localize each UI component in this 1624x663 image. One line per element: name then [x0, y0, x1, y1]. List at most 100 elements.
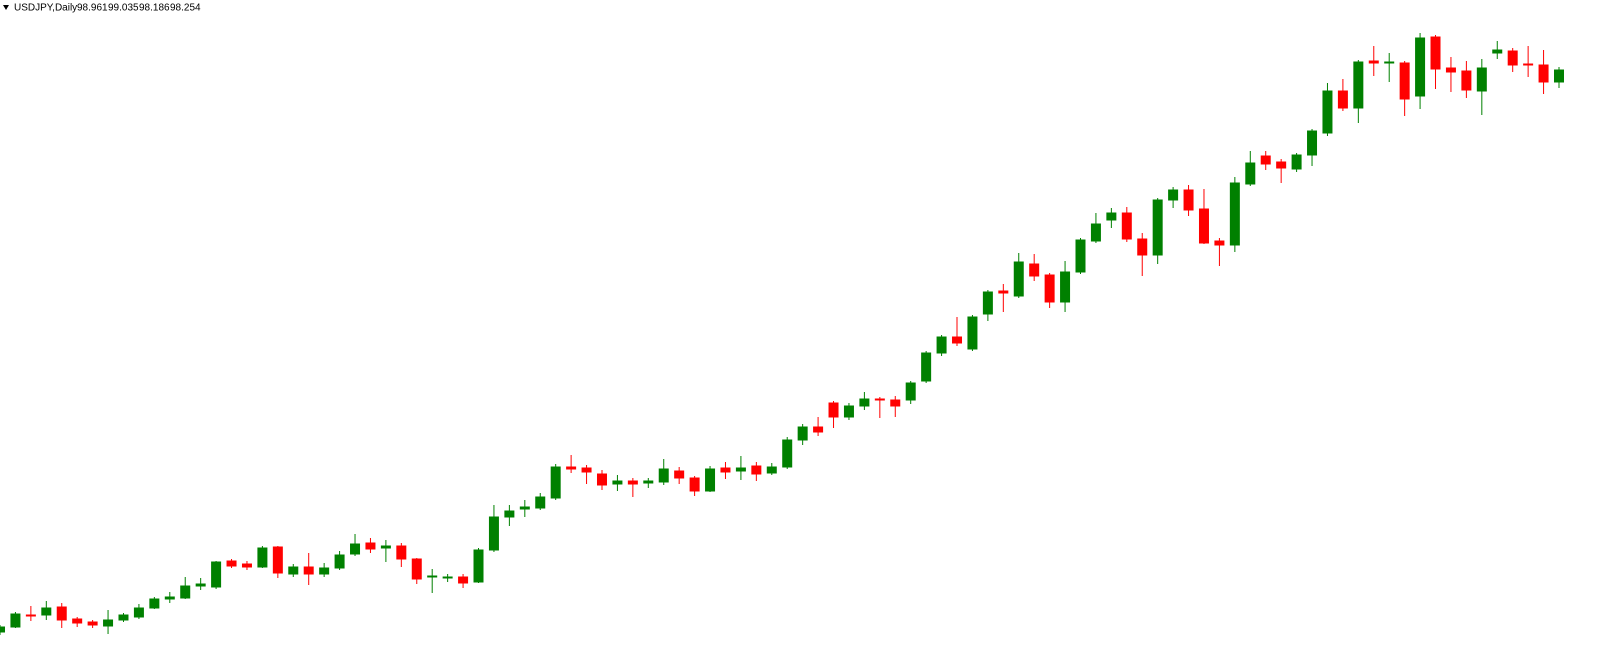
- candle-body: [874, 398, 885, 401]
- candle-body: [1137, 238, 1148, 256]
- candle-body: [859, 398, 870, 407]
- candle-body: [921, 352, 932, 382]
- header-close: 98.254: [170, 3, 201, 14]
- candle-body: [1106, 212, 1117, 221]
- candle-body: [828, 402, 839, 418]
- candle-body: [41, 607, 52, 616]
- candle-body: [1276, 161, 1287, 169]
- candle-body: [0, 626, 5, 633]
- candle-body: [427, 575, 438, 578]
- candle-body: [1368, 60, 1379, 64]
- candle-body: [643, 480, 654, 484]
- candle-body: [1384, 61, 1395, 64]
- header-low: 98.186: [139, 3, 170, 14]
- candle-body: [350, 543, 361, 555]
- candle-body: [967, 316, 978, 350]
- candle-body: [1476, 67, 1487, 92]
- candle-body: [1245, 162, 1256, 185]
- candle-body: [766, 466, 777, 474]
- candle-body: [627, 480, 638, 485]
- candle-body: [334, 554, 345, 569]
- candle-body: [1060, 271, 1071, 303]
- candle-body: [936, 336, 947, 354]
- candle-body: [519, 506, 530, 510]
- candle-body: [1121, 212, 1132, 240]
- candle-body: [365, 542, 376, 550]
- candle-body: [566, 466, 577, 470]
- candle-body: [998, 290, 1009, 294]
- chart-title: USDJPY,Daily: [14, 3, 77, 14]
- candle-body: [56, 606, 67, 621]
- candle-body: [905, 382, 916, 401]
- menu-arrow[interactable]: [3, 5, 9, 10]
- candle-body: [952, 336, 963, 344]
- candle-body: [473, 549, 484, 583]
- header-high: 99.035: [108, 3, 139, 14]
- candle-body: [241, 563, 252, 568]
- candle-body: [1168, 189, 1179, 201]
- candle-body: [1307, 130, 1318, 156]
- candle-body: [211, 561, 222, 588]
- candle-body: [319, 567, 330, 575]
- candle-body: [1260, 155, 1271, 165]
- candle-body: [396, 545, 407, 560]
- candle-body: [1445, 67, 1456, 73]
- candle-body: [442, 576, 453, 579]
- candle-body: [103, 619, 114, 627]
- candle-body: [72, 618, 83, 624]
- candle-body: [1029, 263, 1040, 277]
- candle-body: [1291, 154, 1302, 170]
- candle-body: [87, 621, 98, 626]
- candle-body: [118, 614, 129, 621]
- candle-body: [133, 607, 144, 618]
- candle-body: [843, 405, 854, 418]
- candle-body: [813, 426, 824, 433]
- candle-body: [751, 465, 762, 475]
- candle-body: [735, 467, 746, 472]
- candle-body: [1461, 70, 1472, 91]
- candle-body: [10, 613, 21, 628]
- candle-body: [458, 576, 469, 584]
- candle-body: [782, 439, 793, 468]
- candle-body: [1229, 182, 1240, 246]
- candle-body: [303, 566, 314, 575]
- candle-body: [550, 466, 561, 499]
- candle-body: [195, 583, 206, 587]
- candle-body: [797, 426, 808, 441]
- candle-body: [689, 477, 700, 492]
- candle-body: [1152, 199, 1163, 256]
- candle-body: [1430, 36, 1441, 70]
- candle-body: [488, 516, 499, 551]
- candle-body: [890, 399, 901, 407]
- candle-body: [705, 468, 716, 492]
- candle-body: [581, 467, 592, 473]
- candle-body: [596, 473, 607, 486]
- candle-body: [1198, 208, 1209, 244]
- candle-body: [1183, 189, 1194, 211]
- candle-body: [257, 547, 268, 568]
- candle-body: [1090, 223, 1101, 242]
- header-open: 98.961: [77, 3, 108, 14]
- candle-body: [1013, 261, 1024, 297]
- candle-body: [1353, 61, 1364, 109]
- candle-body: [535, 496, 546, 509]
- candle-body: [149, 598, 160, 609]
- candle-body: [1415, 37, 1426, 97]
- candle-body: [1554, 69, 1564, 83]
- candle-body: [1492, 49, 1503, 54]
- candle-body: [180, 585, 191, 599]
- candle-body: [226, 560, 237, 567]
- candle-body: [1399, 62, 1410, 100]
- candle-body: [1322, 90, 1333, 134]
- candle-body: [674, 470, 685, 479]
- candle-body: [504, 510, 515, 518]
- candle-body: [982, 291, 993, 315]
- candle-body: [720, 467, 731, 473]
- candle-body: [1214, 240, 1225, 246]
- candle-body: [1337, 90, 1348, 109]
- candle-body: [1523, 63, 1534, 66]
- candle-body: [658, 468, 669, 483]
- candle-body: [612, 480, 623, 485]
